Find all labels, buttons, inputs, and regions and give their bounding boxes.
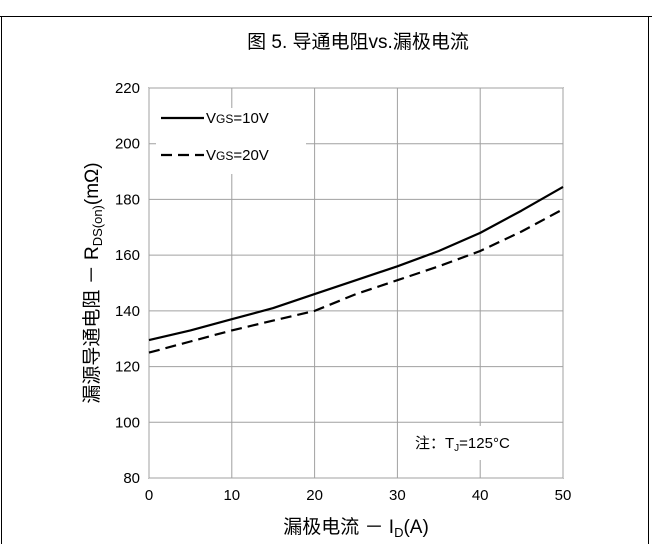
note-background <box>405 426 555 460</box>
chart-title: 图 5. 导通电阻vs.漏极电流 <box>247 31 469 53</box>
series-line-2 <box>148 208 564 354</box>
y-tick-label: 180 <box>115 191 140 208</box>
figure-frame <box>1 16 649 544</box>
y-tick-label: 120 <box>115 359 140 376</box>
series-line-1 <box>148 185 564 342</box>
y-axis-label: 漏源导通电阻 － RDS(on)(mΩ) <box>81 162 105 403</box>
legend: VGS=10V VGS=20V <box>156 108 306 174</box>
legend-label-1: VGS=10V <box>206 110 269 127</box>
legend-label-2: VGS=20V <box>206 147 269 164</box>
x-tick-label: 40 <box>472 487 489 504</box>
temperature-note: 注：TJ=125°C <box>415 435 510 454</box>
x-axis-label: 漏极电流 － ID(A) <box>283 516 429 540</box>
x-tick-labels: 0 10 20 30 40 50 <box>145 487 572 504</box>
y-tick-label: 100 <box>115 414 140 431</box>
y-tick-labels: 80 100 120 140 160 180 200 220 <box>115 80 140 487</box>
x-tick-label: 50 <box>555 487 572 504</box>
y-tick-label: 140 <box>115 303 140 320</box>
x-tick-label: 20 <box>306 487 323 504</box>
x-tick-label: 0 <box>145 487 153 504</box>
y-tick-label: 220 <box>115 80 140 97</box>
x-tick-label: 30 <box>389 487 406 504</box>
y-tick-label: 80 <box>123 470 140 487</box>
series-lines <box>148 185 564 354</box>
grid-lines <box>148 87 564 479</box>
x-tick-label: 10 <box>223 487 240 504</box>
y-tick-label: 200 <box>115 136 140 153</box>
y-tick-label: 160 <box>115 247 140 264</box>
